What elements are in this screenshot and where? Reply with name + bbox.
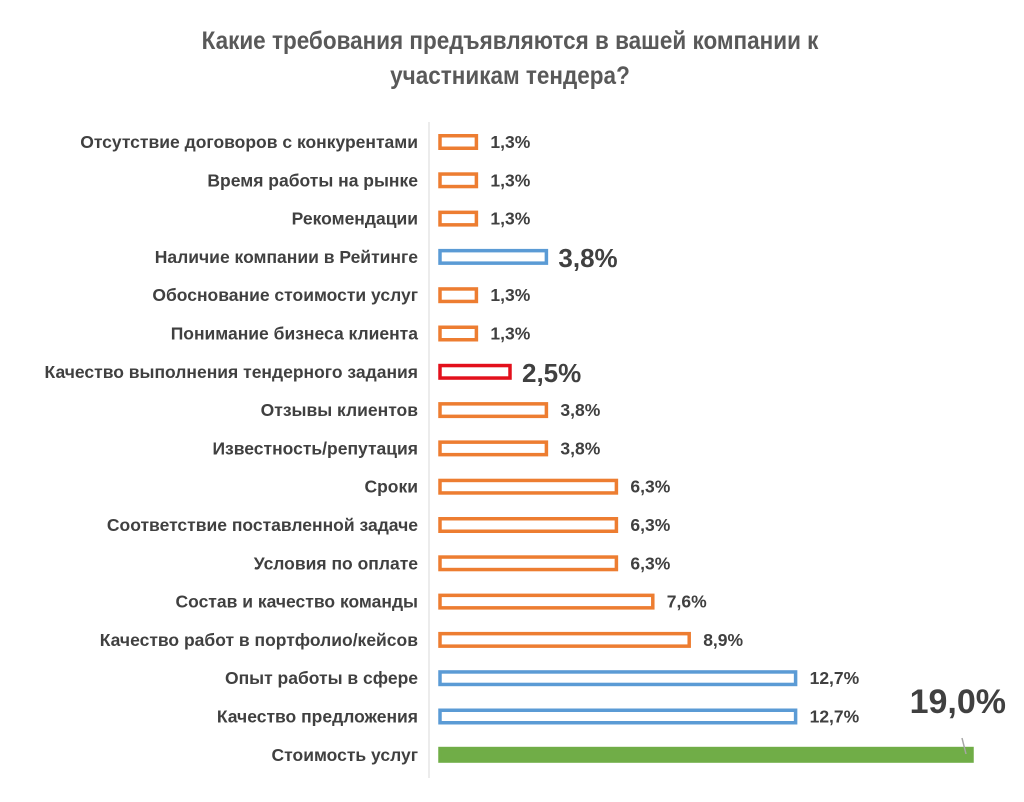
value-label: 6,3%	[630, 515, 670, 535]
category-label: Отсутствие договоров с конкурентами	[80, 132, 418, 152]
bar	[438, 440, 549, 457]
category-label: Качество предложения	[217, 707, 418, 727]
category-label: Известность/репутация	[212, 438, 418, 458]
bar	[438, 517, 619, 533]
bar	[438, 593, 655, 610]
category-label: Соответствие поставленной задаче	[107, 515, 418, 535]
value-label: 3,8%	[558, 243, 617, 273]
bar	[438, 248, 549, 265]
bar	[438, 287, 479, 304]
value-label: 1,3%	[490, 170, 530, 190]
value-label: 1,3%	[490, 324, 530, 344]
bar	[438, 478, 619, 495]
category-label: Понимание бизнеса клиента	[171, 324, 419, 344]
chart-title: Какие требования предъявляются в вашей к…	[201, 27, 819, 90]
callout-leader-line	[961, 737, 967, 755]
value-label: 1,3%	[490, 132, 530, 152]
category-label: Качество выполнения тендерного задания	[45, 362, 418, 382]
value-label: 3,8%	[560, 400, 600, 420]
bar	[438, 134, 479, 150]
category-label: Сроки	[364, 477, 418, 497]
value-label: 8,9%	[703, 630, 743, 650]
bar	[438, 631, 691, 648]
value-label: 6,3%	[630, 477, 670, 497]
bar	[438, 363, 512, 380]
value-label: 19,0%	[910, 683, 1006, 721]
bar	[438, 746, 974, 763]
category-label: Обоснование стоимости услуг	[152, 285, 418, 305]
bar	[438, 670, 798, 687]
value-label: 1,3%	[490, 285, 530, 305]
bar	[438, 402, 549, 419]
category-label: Состав и качество команды	[175, 592, 418, 612]
value-label: 12,7%	[810, 707, 860, 727]
value-label: 1,3%	[490, 209, 530, 229]
category-label: Стоимость услуг	[272, 745, 418, 765]
value-label: 2,5%	[522, 358, 581, 388]
bar	[438, 555, 619, 572]
category-label: Условия по оплате	[254, 553, 418, 573]
value-label: 3,8%	[560, 438, 600, 458]
value-label: 12,7%	[810, 668, 860, 688]
value-label: 7,6%	[667, 592, 707, 612]
category-label: Опыт работы в сфере	[225, 668, 418, 688]
bar	[438, 325, 479, 342]
category-label: Время работы на рынке	[207, 170, 418, 190]
value-label: 6,3%	[630, 553, 670, 573]
category-label: Рекомендации	[292, 209, 418, 229]
category-label: Качество работ в портфолио/кейсов	[100, 630, 418, 650]
bar	[438, 210, 479, 227]
bar	[438, 708, 798, 725]
bar	[438, 172, 479, 189]
bars-layer: Отсутствие договоров с конкурентами 1,3% В…	[45, 132, 1006, 765]
category-label: Наличие компании в Рейтинге	[155, 247, 418, 267]
category-label: Отзывы клиентов	[261, 400, 419, 420]
